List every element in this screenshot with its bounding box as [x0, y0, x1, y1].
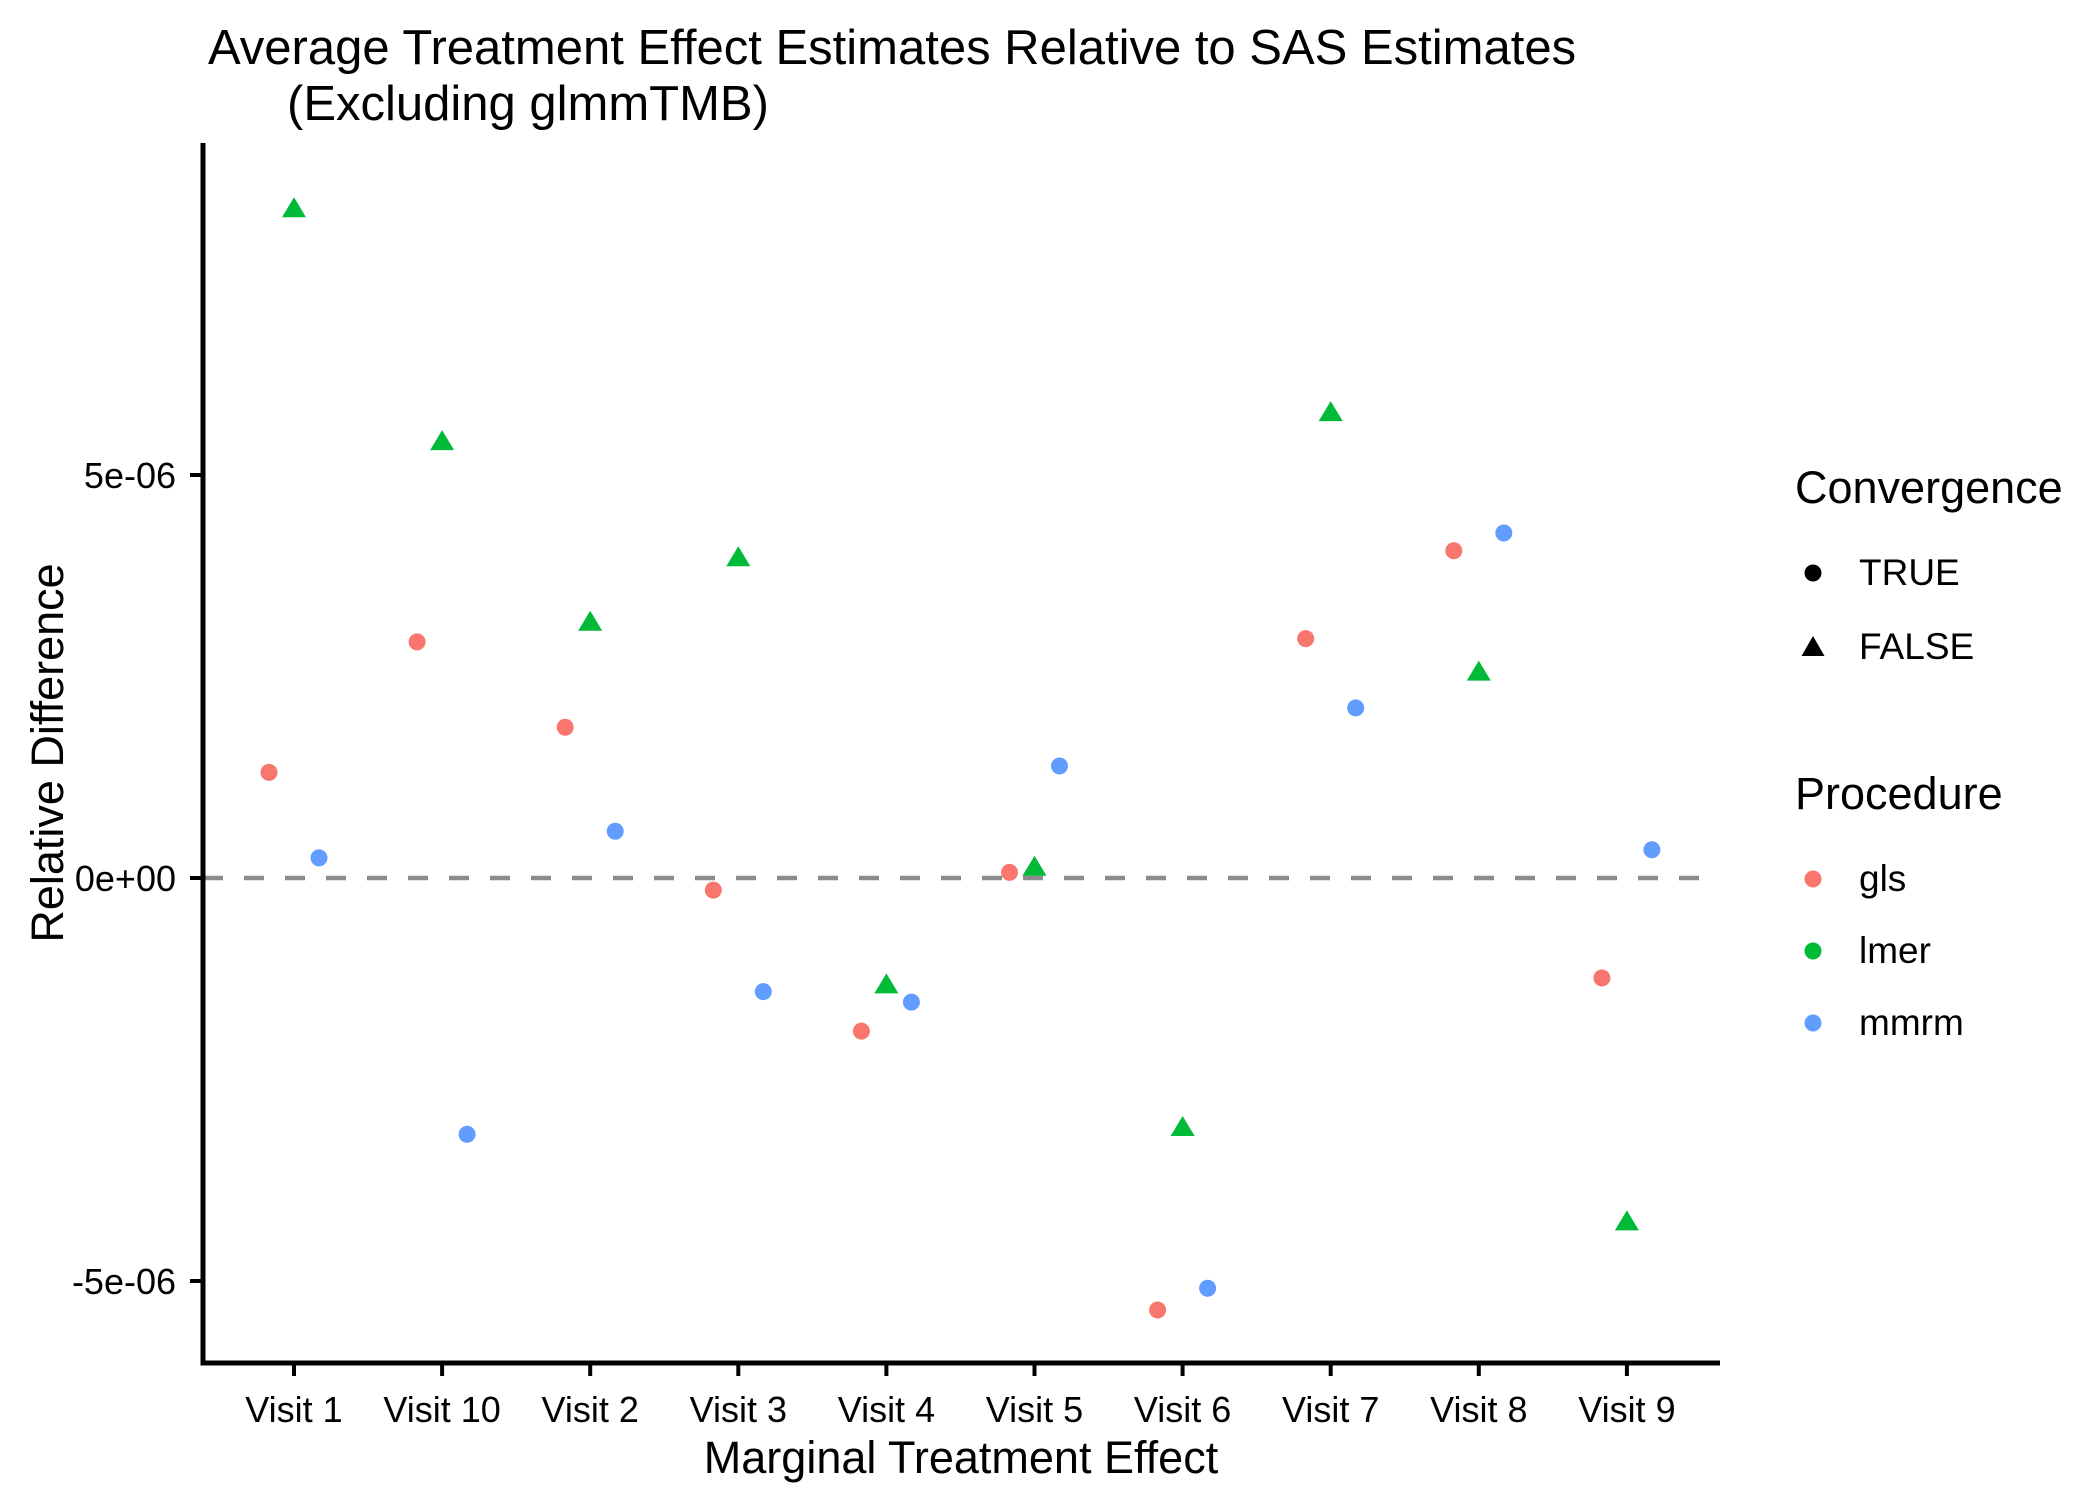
data-point-mmrm-visit-6	[1199, 1279, 1217, 1297]
data-point-mmrm-visit-8	[1495, 524, 1513, 542]
triangle-legend-icon	[1795, 633, 1831, 661]
data-point-lmer-visit-8	[1466, 660, 1491, 681]
legend-convergence-items: TRUE FALSE	[1795, 551, 2063, 669]
legend-procedure: Procedure gls lmer mmrm	[1795, 768, 2003, 1045]
data-point-gls-visit-2	[556, 718, 574, 736]
chart-subtitle: (Excluding glmmTMB)	[287, 77, 769, 131]
x-tick-label: Visit 6	[1134, 1389, 1231, 1430]
legend-item-label: TRUE	[1859, 552, 1960, 593]
data-point-mmrm-visit-7	[1347, 699, 1365, 717]
circle-legend-icon	[1795, 1009, 1831, 1037]
data-point-gls-visit-10	[408, 633, 426, 651]
legend-convergence-title: Convergence	[1795, 462, 2063, 513]
y-tick-label: 5e-06	[84, 455, 176, 496]
x-tick-label: Visit 7	[1282, 1389, 1379, 1430]
legend-item-label: lmer	[1859, 930, 1931, 971]
data-point-gls-visit-4	[852, 1022, 870, 1040]
data-point-lmer-visit-3	[726, 546, 751, 567]
x-tick-label: Visit 5	[986, 1389, 1083, 1430]
chart-title: Average Treatment Effect Estimates Relat…	[208, 21, 1577, 75]
data-point-lmer-visit-6	[1170, 1116, 1195, 1137]
circle-legend-icon	[1795, 865, 1831, 893]
y-tick-label: -5e-06	[72, 1261, 176, 1302]
legend-item-mmrm: mmrm	[1795, 1001, 2003, 1045]
data-point-mmrm-visit-9	[1643, 841, 1661, 859]
legend-item-label: FALSE	[1859, 626, 1975, 667]
data-point-mmrm-visit-5	[1051, 757, 1068, 775]
data-point-gls-visit-7	[1297, 630, 1315, 648]
data-point-gls-visit-3	[704, 881, 722, 899]
legend-item-label: mmrm	[1859, 1002, 1964, 1043]
x-tick-label: Visit 3	[690, 1389, 787, 1430]
data-point-lmer-visit-5	[1022, 855, 1047, 876]
data-point-lmer-visit-4	[874, 973, 899, 994]
x-tick-label: Visit 1	[245, 1389, 342, 1430]
legend-item-label: gls	[1859, 858, 1907, 899]
x-tick-label: Visit 10	[383, 1389, 500, 1430]
x-tick-label: Visit 9	[1578, 1389, 1675, 1430]
legend-item-lmer: lmer	[1795, 929, 2003, 973]
y-tick-label: 0e+00	[75, 858, 176, 899]
legend-procedure-items: gls lmer mmrm	[1795, 857, 2003, 1045]
x-tick-label: Visit 2	[542, 1389, 639, 1430]
circle-legend-icon	[1795, 937, 1831, 965]
legend-convergence: Convergence TRUE FALSE	[1795, 462, 2063, 669]
data-point-gls-visit-1	[260, 763, 278, 781]
legend-item-true: TRUE	[1795, 551, 2063, 595]
circle-legend-icon	[1795, 559, 1831, 587]
data-point-mmrm-visit-1	[310, 849, 328, 867]
data-point-mmrm-visit-3	[754, 983, 772, 1001]
data-point-mmrm-visit-2	[606, 822, 624, 840]
x-tick-label: Visit 8	[1430, 1389, 1527, 1430]
data-point-gls-visit-6	[1149, 1301, 1167, 1319]
data-point-lmer-visit-10	[430, 430, 455, 451]
data-point-mmrm-visit-4	[902, 993, 920, 1011]
data-point-mmrm-visit-10	[458, 1125, 476, 1143]
data-point-gls-visit-5	[1001, 863, 1018, 881]
legend-item-false: FALSE	[1795, 625, 2063, 669]
data-point-lmer-visit-9	[1614, 1210, 1639, 1231]
data-point-lmer-visit-1	[282, 197, 306, 218]
legend-item-gls: gls	[1795, 857, 2003, 901]
x-axis-title: Marginal Treatment Effect	[703, 1432, 1219, 1483]
data-point-lmer-visit-7	[1318, 401, 1343, 422]
data-point-lmer-visit-2	[578, 610, 603, 631]
data-point-gls-visit-9	[1593, 969, 1611, 987]
legend-procedure-title: Procedure	[1795, 768, 2003, 819]
data-point-gls-visit-8	[1445, 542, 1463, 560]
x-tick-label: Visit 4	[838, 1389, 935, 1430]
